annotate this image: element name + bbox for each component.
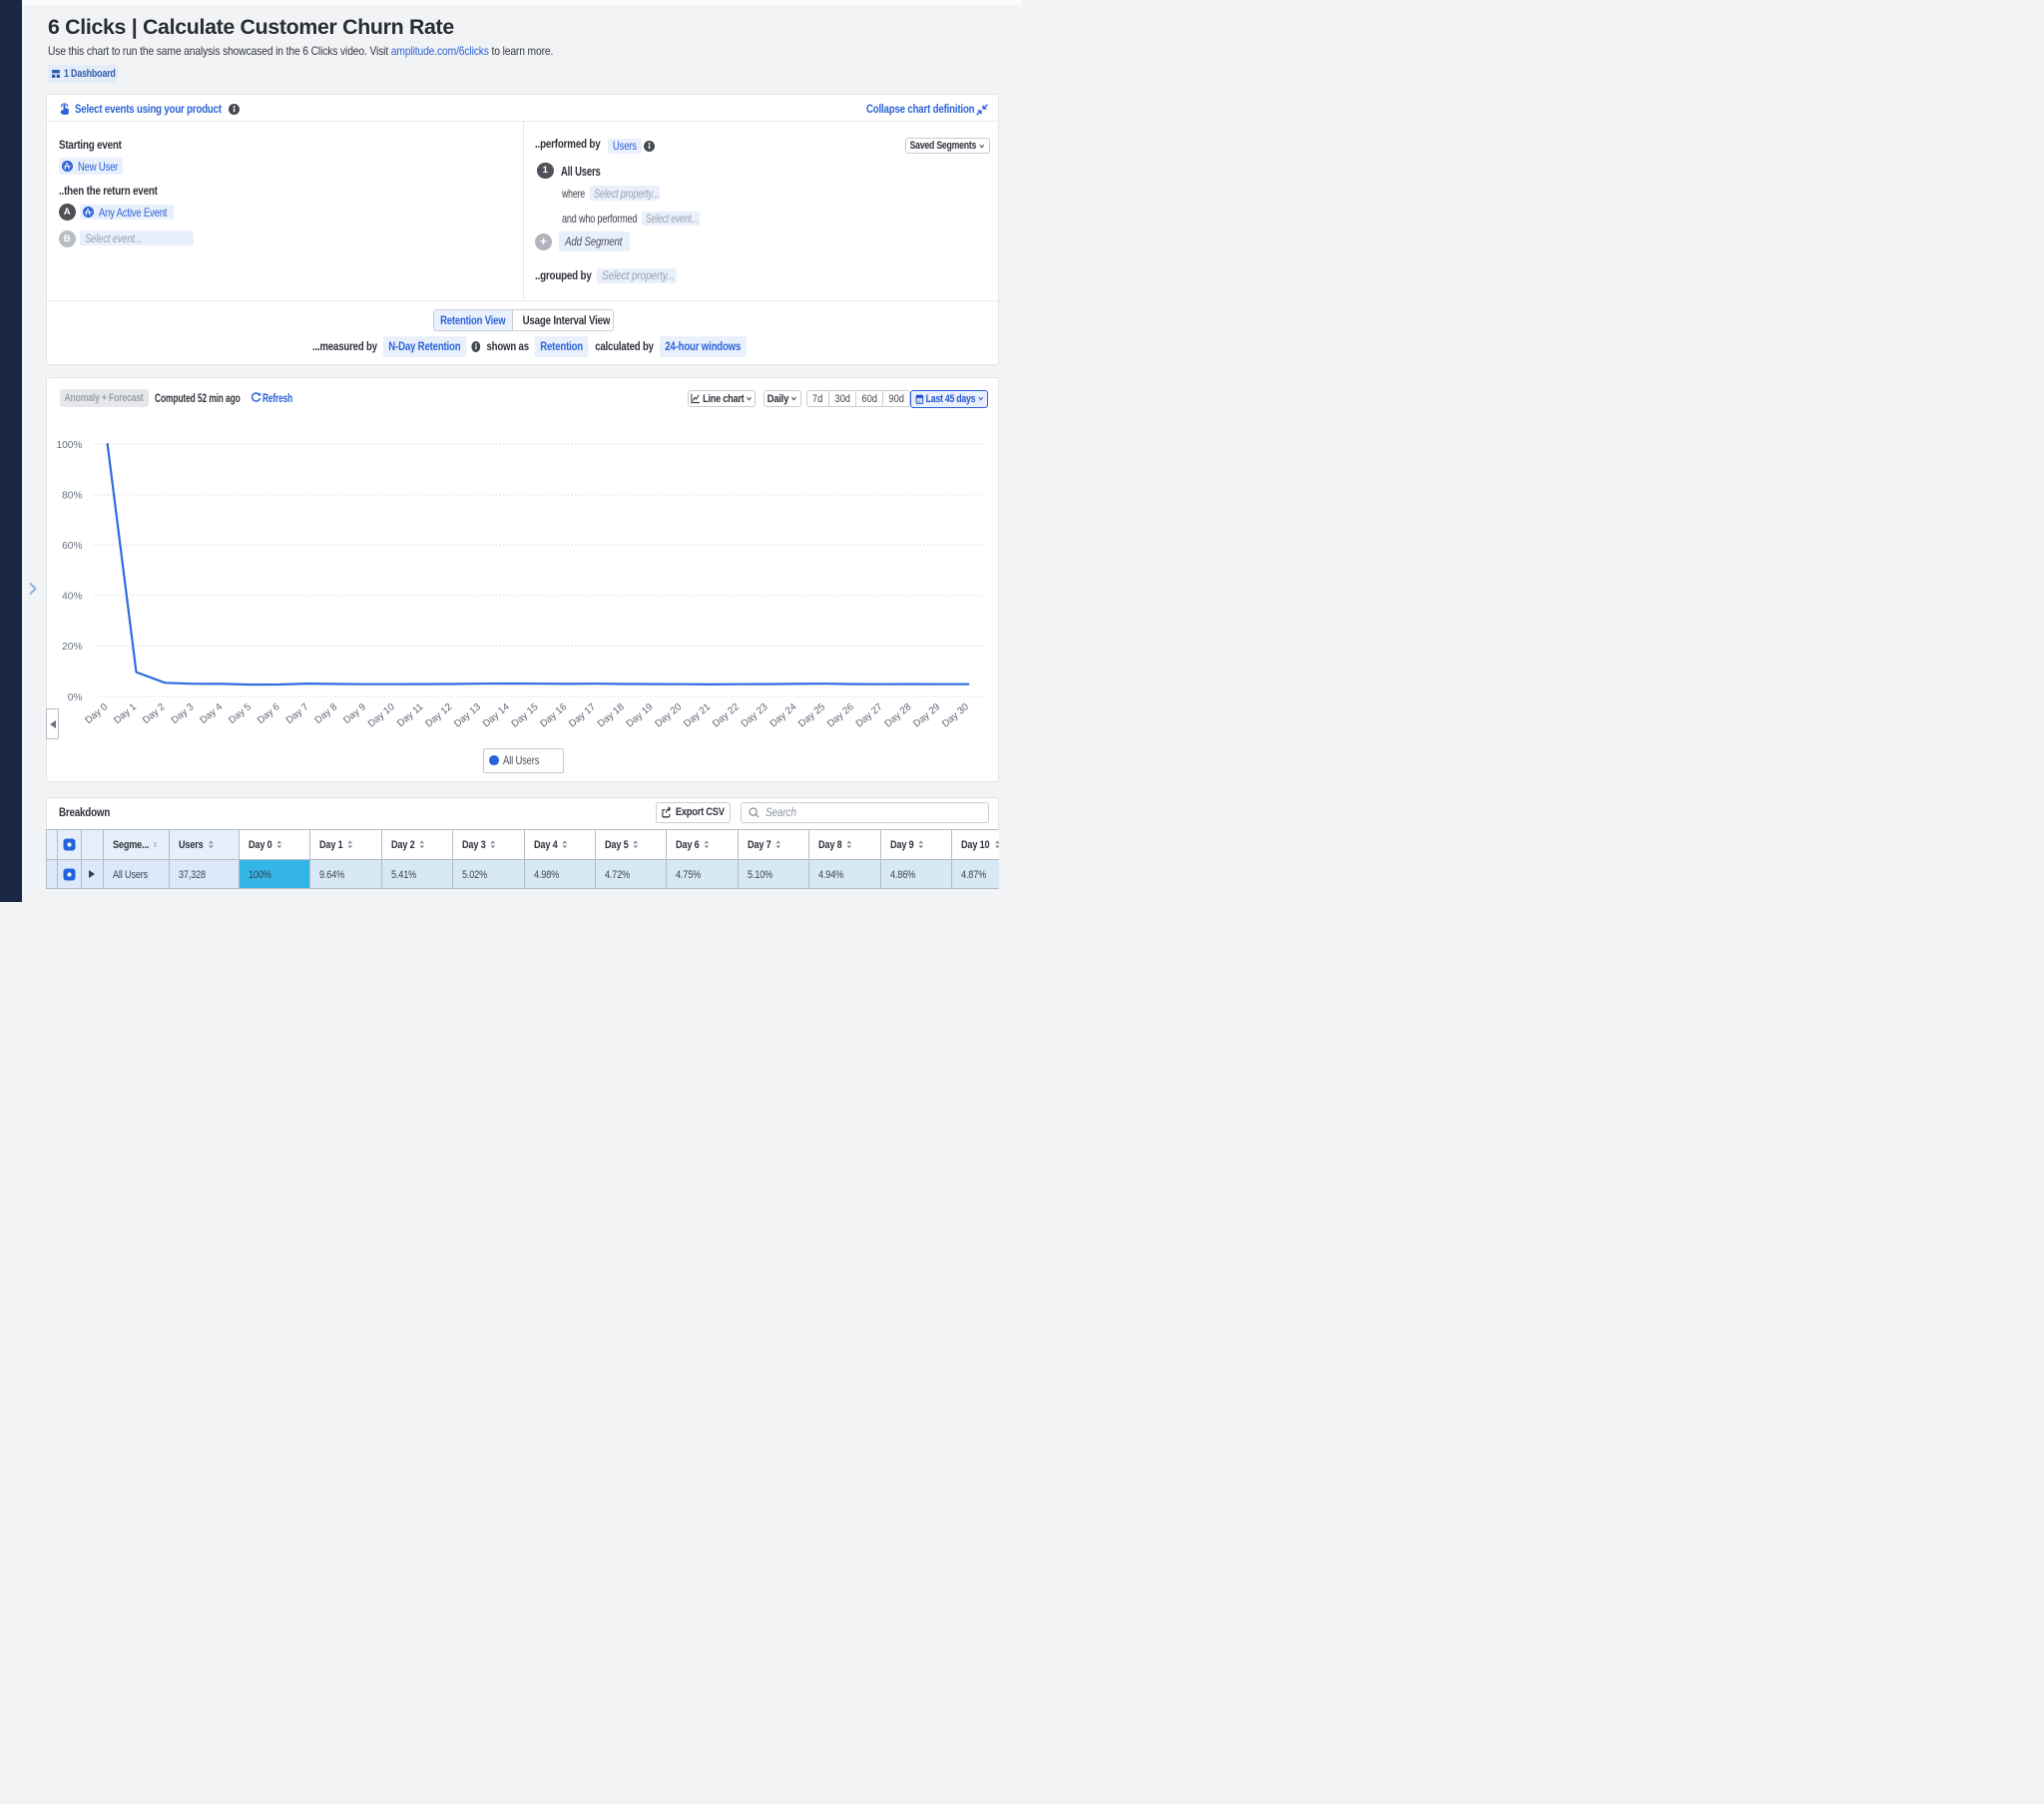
svg-text:80%: 80% <box>62 491 82 502</box>
svg-text:Day 28: Day 28 <box>882 701 913 730</box>
svg-text:Day 16: Day 16 <box>538 701 569 730</box>
svg-text:Day 12: Day 12 <box>423 701 454 729</box>
svg-text:Day 26: Day 26 <box>825 701 856 730</box>
svg-text:Day 25: Day 25 <box>796 701 827 730</box>
svg-text:Day 5: Day 5 <box>227 701 254 726</box>
svg-text:Day 22: Day 22 <box>711 701 742 729</box>
svg-text:Day 17: Day 17 <box>567 701 598 729</box>
svg-text:Day 29: Day 29 <box>911 701 942 729</box>
svg-text:Day 20: Day 20 <box>653 701 684 730</box>
svg-text:Day 27: Day 27 <box>854 701 885 729</box>
svg-text:Day 2: Day 2 <box>141 701 168 726</box>
svg-text:Day 3: Day 3 <box>170 701 197 726</box>
svg-text:Day 14: Day 14 <box>481 701 512 730</box>
svg-text:20%: 20% <box>62 642 82 653</box>
svg-text:Day 9: Day 9 <box>341 701 368 726</box>
svg-text:Day 10: Day 10 <box>366 701 397 730</box>
svg-text:Day 19: Day 19 <box>625 701 656 729</box>
svg-text:100%: 100% <box>56 440 82 451</box>
svg-text:0%: 0% <box>68 692 83 703</box>
svg-text:Day 7: Day 7 <box>284 701 311 726</box>
svg-text:Day 1: Day 1 <box>112 701 139 726</box>
svg-text:60%: 60% <box>62 541 82 552</box>
svg-text:Day 15: Day 15 <box>510 701 541 730</box>
svg-text:Day 23: Day 23 <box>740 701 770 730</box>
svg-text:40%: 40% <box>62 592 82 603</box>
svg-text:Day 8: Day 8 <box>313 701 340 726</box>
svg-text:Day 30: Day 30 <box>940 701 971 730</box>
svg-text:Day 13: Day 13 <box>452 701 483 730</box>
svg-text:Day 4: Day 4 <box>198 701 225 726</box>
svg-text:Day 21: Day 21 <box>682 701 713 729</box>
svg-text:Day 24: Day 24 <box>767 701 798 730</box>
svg-text:Day 11: Day 11 <box>395 701 425 729</box>
svg-text:Day 6: Day 6 <box>256 701 282 726</box>
svg-text:Day 0: Day 0 <box>83 701 110 726</box>
svg-text:Day 18: Day 18 <box>596 701 627 730</box>
